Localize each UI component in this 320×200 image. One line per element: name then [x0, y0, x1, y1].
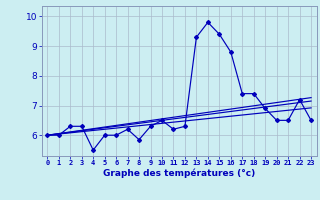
X-axis label: Graphe des températures (°c): Graphe des températures (°c): [103, 169, 255, 178]
